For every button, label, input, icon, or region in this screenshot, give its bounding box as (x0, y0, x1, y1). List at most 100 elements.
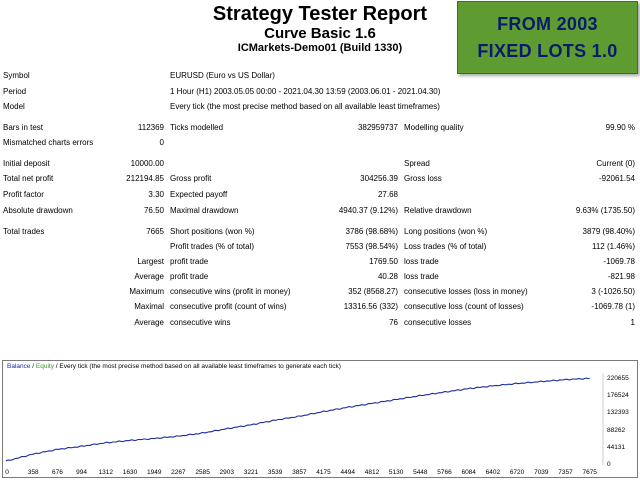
maximal-label: Maximal (134, 302, 164, 311)
deposit-value: 10000.00 (130, 159, 164, 168)
x-tick-label: 7357 (558, 469, 573, 476)
model-value: Every tick (the most precise method base… (170, 102, 440, 111)
relative-drawdown-label: Relative drawdown (404, 206, 472, 215)
quality-label: Modelling quality (404, 123, 464, 132)
spread-label: Spread (404, 159, 430, 168)
avg-consecutive-wins-value: 76 (389, 318, 398, 327)
period-label: Period (3, 87, 27, 96)
relative-drawdown-value: 9.63% (1735.50) (575, 206, 635, 215)
balance-chart-svg (5, 373, 604, 465)
account-name: ICMarkets-Demo01 (Build 1330) (237, 42, 403, 54)
y-tick-label: 176524 (607, 392, 629, 400)
average-consecutive-label: Average (134, 318, 164, 327)
x-tick-label: 2585 (195, 469, 210, 476)
x-tick-label: 676 (51, 469, 63, 476)
maximum-label: Maximum (129, 287, 164, 296)
x-tick-label: 5766 (437, 469, 452, 476)
symbol-label: Symbol (3, 71, 30, 80)
profit-trades-label: Profit trades (% of total) (170, 242, 255, 251)
y-tick-label: 220655 (607, 374, 629, 382)
average-profit-value: 40.28 (377, 272, 398, 281)
largest-profit-value: 1769.50 (369, 257, 398, 266)
balance-series-line (5, 377, 590, 462)
max-consecutive-wins-label: consecutive wins (profit in money) (170, 287, 291, 296)
x-tick-label: 2267 (171, 469, 186, 476)
long-positions-label: Long positions (won %) (404, 227, 488, 236)
x-tick-label: 7039 (534, 469, 549, 476)
legend-equity: Equity (35, 363, 54, 370)
symbol-value: EURUSD (Euro vs US Dollar) (170, 71, 275, 80)
profit-factor-label: Profit factor (3, 190, 44, 199)
x-tick-label: 1630 (122, 469, 138, 476)
short-positions-label: Short positions (won %) (170, 227, 255, 236)
absolute-drawdown-label: Absolute drawdown (3, 206, 73, 215)
y-tick-label: 132393 (607, 409, 629, 417)
legend-balance: Balance (7, 363, 31, 370)
x-tick-label: 5448 (413, 469, 428, 476)
max-consecutive-losses-value: 3 (-1026.50) (591, 287, 635, 296)
loss-trades-label: Loss trades (% of total) (404, 242, 487, 251)
x-tick-label: 4175 (316, 469, 331, 476)
total-trades-label: Total trades (3, 227, 45, 236)
net-profit-value: 212194.85 (126, 174, 164, 183)
avg-consecutive-wins-label: consecutive wins (170, 318, 231, 327)
y-tick-label: 44131 (607, 443, 626, 451)
report-title: Strategy Tester Report (212, 3, 428, 25)
x-tick-label: 3539 (267, 469, 283, 476)
maximal-drawdown-value: 4940.37 (9.12%) (338, 206, 398, 215)
maximal-consecutive-loss-label: consecutive loss (count of losses) (404, 302, 524, 311)
spread-value: Current (0) (596, 159, 635, 168)
average-label: Average (134, 272, 164, 281)
gross-loss-value: -92061.54 (598, 174, 635, 183)
gross-profit-value: 304256.39 (360, 174, 398, 183)
x-tick-label: 6084 (461, 469, 476, 476)
maximal-drawdown-label: Maximal drawdown (170, 206, 239, 215)
max-consecutive-losses-label: consecutive losses (loss in money) (404, 287, 528, 296)
model-label: Model (3, 102, 25, 111)
loss-trades-value: 112 (1.46%) (592, 242, 635, 251)
profit-trades-value: 7553 (98.54%) (345, 242, 398, 251)
x-tick-label: 5130 (388, 469, 404, 476)
x-tick-label: 6720 (509, 469, 525, 476)
x-tick-label: 3857 (292, 469, 307, 476)
expected-payoff-label: Expected payoff (170, 190, 228, 199)
largest-label: Largest (137, 257, 164, 266)
largest-loss-value: -1069.78 (603, 257, 635, 266)
ticks-value: 382959737 (357, 123, 398, 132)
absolute-drawdown-value: 76.50 (143, 206, 164, 215)
short-positions-value: 3786 (98.68%) (345, 227, 398, 236)
maximal-consecutive-profit-label: consecutive profit (count of wins) (170, 302, 287, 311)
avg-consecutive-losses-label: consecutive losses (404, 318, 472, 327)
profit-factor-value: 3.30 (148, 190, 164, 199)
maximal-consecutive-profit-value: 13316.56 (332) (343, 302, 398, 311)
deposit-label: Initial deposit (3, 159, 50, 168)
ea-name: Curve Basic 1.6 (264, 25, 376, 42)
mismatch-value: 0 (159, 138, 164, 147)
x-tick-label: 1949 (146, 469, 162, 476)
x-tick-label: 3221 (243, 469, 259, 476)
net-profit-label: Total net profit (3, 174, 54, 183)
x-tick-label: 4812 (364, 469, 380, 476)
gross-loss-label: Gross loss (404, 174, 442, 183)
bars-value: 112369 (137, 123, 164, 132)
legend-sep: / (30, 363, 36, 370)
mismatch-label: Mismatched charts errors (3, 138, 94, 147)
average-loss-label: loss trade (404, 272, 439, 281)
x-tick-label: 6402 (485, 469, 501, 476)
x-tick-label: 994 (76, 469, 88, 476)
avg-consecutive-losses-value: 1 (630, 318, 635, 327)
x-tick-label: 7675 (582, 469, 597, 476)
average-loss-value: -821.98 (607, 272, 635, 281)
quality-value: 99.90 % (605, 123, 635, 132)
y-tick-label: 88262 (607, 426, 626, 434)
chart-legend: Balance / Equity / Every tick (the most … (7, 363, 341, 371)
period-value: 1 Hour (H1) 2003.05.05 00:00 - 2021.04.3… (170, 87, 441, 96)
ticks-label: Ticks modelled (170, 123, 224, 132)
long-positions-value: 3879 (98.40%) (582, 227, 635, 236)
promo-badge: FROM 2003 FIXED LOTS 1.0 (457, 1, 638, 74)
bars-label: Bars in test (3, 123, 44, 132)
largest-profit-label: profit trade (170, 257, 209, 266)
x-tick-label: 2903 (219, 469, 234, 476)
balance-chart: Balance / Equity / Every tick (the most … (2, 360, 638, 478)
largest-loss-label: loss trade (404, 257, 439, 266)
